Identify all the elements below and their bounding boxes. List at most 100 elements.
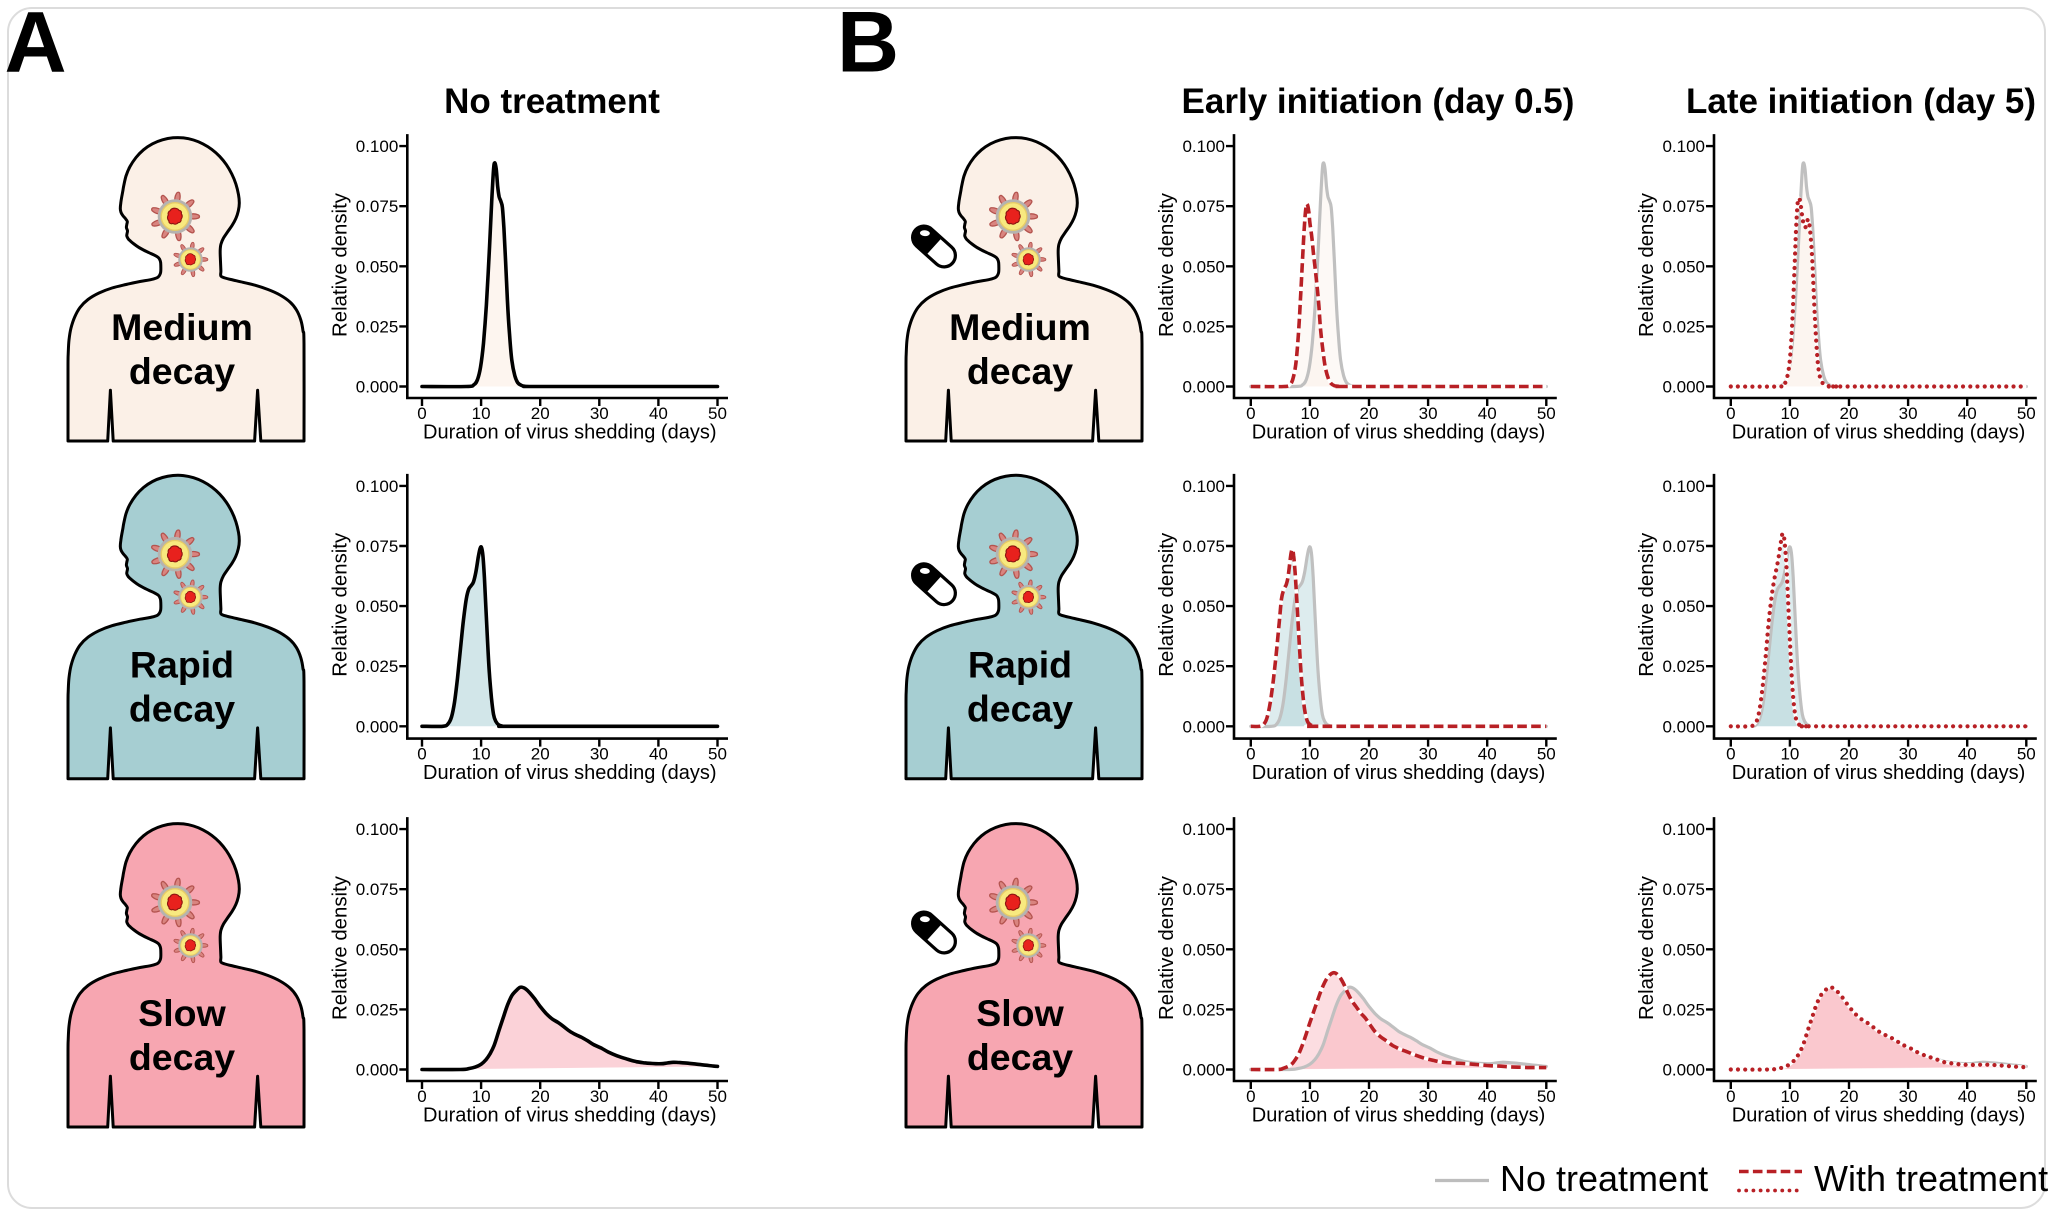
svg-text:0: 0	[1726, 745, 1735, 764]
svg-text:0.050: 0.050	[1662, 257, 1705, 276]
svg-text:0: 0	[1246, 745, 1255, 764]
svg-text:Duration of virus shedding (da: Duration of virus shedding (days)	[1252, 422, 1545, 444]
svg-text:0.075: 0.075	[1662, 880, 1705, 899]
svg-text:0.075: 0.075	[1662, 537, 1705, 556]
svg-text:0.075: 0.075	[356, 197, 399, 216]
svg-text:Duration of virus shedding (da: Duration of virus shedding (days)	[1252, 762, 1545, 784]
svg-text:0.050: 0.050	[1182, 597, 1225, 616]
svg-text:0.025: 0.025	[1662, 317, 1705, 336]
svg-text:0.000: 0.000	[1182, 378, 1225, 397]
svg-text:Duration of virus shedding (da: Duration of virus shedding (days)	[423, 1105, 716, 1127]
svg-text:decay: decay	[129, 350, 235, 392]
svg-text:0: 0	[1726, 1087, 1735, 1106]
svg-text:0.075: 0.075	[356, 537, 399, 556]
svg-text:20: 20	[1360, 1087, 1379, 1106]
svg-text:decay: decay	[967, 350, 1073, 392]
svg-text:50: 50	[708, 745, 727, 764]
svg-text:20: 20	[1840, 1087, 1859, 1106]
svg-text:decay: decay	[129, 688, 235, 730]
svg-text:No treatment: No treatment	[1500, 1158, 1708, 1199]
svg-text:20: 20	[531, 745, 550, 764]
svg-text:0.050: 0.050	[1182, 257, 1225, 276]
svg-text:40: 40	[1478, 745, 1497, 764]
svg-text:40: 40	[1958, 745, 1977, 764]
svg-text:0.000: 0.000	[1182, 717, 1225, 736]
svg-text:Duration of virus shedding (da: Duration of virus shedding (days)	[423, 762, 716, 784]
svg-text:30: 30	[1899, 745, 1918, 764]
svg-text:Slow: Slow	[976, 992, 1064, 1034]
svg-text:50: 50	[2017, 1087, 2036, 1106]
svg-text:50: 50	[708, 404, 727, 423]
svg-text:0.000: 0.000	[1662, 1061, 1705, 1080]
svg-text:0.100: 0.100	[1182, 137, 1225, 156]
svg-text:10: 10	[1300, 404, 1319, 423]
svg-text:30: 30	[590, 745, 609, 764]
svg-text:0: 0	[1246, 404, 1255, 423]
svg-text:10: 10	[1780, 1087, 1799, 1106]
svg-text:30: 30	[590, 404, 609, 423]
svg-text:0.000: 0.000	[1662, 717, 1705, 736]
svg-text:decay: decay	[129, 1036, 235, 1078]
svg-text:30: 30	[1419, 404, 1438, 423]
svg-text:0.100: 0.100	[356, 820, 399, 839]
svg-text:Relative density: Relative density	[1636, 192, 1658, 337]
svg-text:0.025: 0.025	[1182, 1000, 1225, 1019]
svg-text:30: 30	[1419, 745, 1438, 764]
svg-text:0: 0	[417, 745, 426, 764]
svg-text:10: 10	[1780, 745, 1799, 764]
svg-text:0.000: 0.000	[356, 378, 399, 397]
svg-text:0.100: 0.100	[1662, 820, 1705, 839]
svg-text:Relative density: Relative density	[329, 192, 351, 337]
svg-text:50: 50	[2017, 404, 2036, 423]
svg-text:20: 20	[1840, 745, 1859, 764]
svg-text:Relative density: Relative density	[329, 532, 351, 677]
svg-text:Early initiation (day 0.5): Early initiation (day 0.5)	[1182, 82, 1575, 121]
svg-text:0.025: 0.025	[1182, 657, 1225, 676]
svg-text:0.100: 0.100	[1182, 820, 1225, 839]
svg-text:No treatment: No treatment	[444, 82, 660, 121]
svg-text:0.000: 0.000	[1182, 1061, 1225, 1080]
svg-text:Relative density: Relative density	[1156, 532, 1178, 677]
svg-text:0.050: 0.050	[356, 257, 399, 276]
svg-text:Relative density: Relative density	[1636, 532, 1658, 677]
svg-text:10: 10	[472, 745, 491, 764]
svg-text:20: 20	[531, 1087, 550, 1106]
svg-text:10: 10	[1300, 1087, 1319, 1106]
svg-text:Slow: Slow	[138, 992, 226, 1034]
svg-text:0.050: 0.050	[356, 940, 399, 959]
svg-text:0.050: 0.050	[356, 597, 399, 616]
svg-text:0.100: 0.100	[356, 137, 399, 156]
svg-text:0.100: 0.100	[356, 477, 399, 496]
svg-text:Rapid: Rapid	[130, 644, 234, 686]
svg-text:0.025: 0.025	[356, 657, 399, 676]
svg-text:0.075: 0.075	[1182, 537, 1225, 556]
svg-text:0: 0	[417, 404, 426, 423]
svg-text:30: 30	[1899, 1087, 1918, 1106]
svg-text:40: 40	[649, 404, 668, 423]
svg-text:10: 10	[472, 1087, 491, 1106]
svg-text:0.075: 0.075	[1182, 197, 1225, 216]
svg-text:Duration of virus shedding (da: Duration of virus shedding (days)	[1732, 422, 2025, 444]
svg-text:Relative density: Relative density	[1156, 875, 1178, 1020]
svg-text:20: 20	[531, 404, 550, 423]
svg-text:0: 0	[1246, 1087, 1255, 1106]
svg-text:B: B	[837, 0, 899, 90]
svg-text:50: 50	[1537, 404, 1556, 423]
svg-text:Duration of virus shedding (da: Duration of virus shedding (days)	[1732, 1105, 2025, 1127]
svg-text:30: 30	[590, 1087, 609, 1106]
svg-text:50: 50	[1537, 745, 1556, 764]
svg-text:Duration of virus shedding (da: Duration of virus shedding (days)	[1732, 762, 2025, 784]
svg-text:30: 30	[1899, 404, 1918, 423]
svg-text:Duration of virus shedding (da: Duration of virus shedding (days)	[423, 422, 716, 444]
svg-text:0.075: 0.075	[1182, 880, 1225, 899]
svg-text:40: 40	[1958, 404, 1977, 423]
svg-text:Medium: Medium	[949, 306, 1091, 348]
svg-text:0.075: 0.075	[1662, 197, 1705, 216]
svg-text:50: 50	[2017, 745, 2036, 764]
svg-text:0.000: 0.000	[1662, 378, 1705, 397]
svg-text:Relative density: Relative density	[1156, 192, 1178, 337]
svg-text:0: 0	[1726, 404, 1735, 423]
svg-text:Late initiation (day 5): Late initiation (day 5)	[1686, 82, 2036, 121]
svg-text:20: 20	[1360, 745, 1379, 764]
svg-text:20: 20	[1840, 404, 1859, 423]
